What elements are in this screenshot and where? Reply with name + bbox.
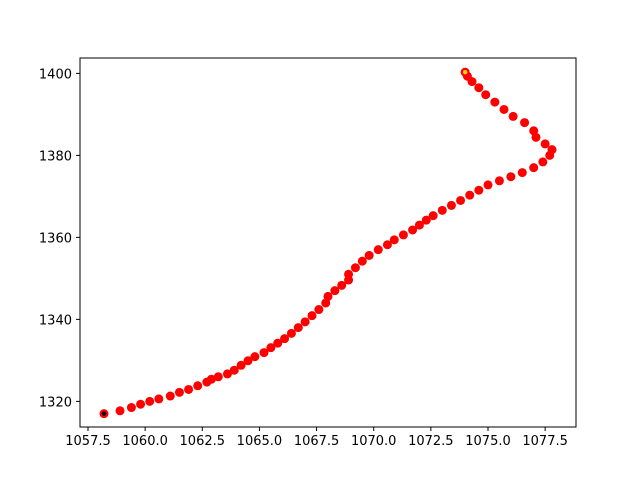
data-point [266,343,276,353]
data-point [206,374,216,384]
data-point [499,104,509,114]
data-point [293,323,303,333]
data-point [222,369,232,379]
data-point [364,250,374,260]
data-point [250,352,260,362]
x-tick-label: 1065.0 [237,434,283,449]
data-point [490,97,500,107]
data-point [243,356,253,366]
data-point [373,245,383,255]
y-tick-label: 1340 [39,313,72,328]
data-point [280,334,290,344]
x-tick-label: 1070.0 [351,434,397,449]
data-point [229,365,239,375]
data-point [547,145,557,155]
y-tick-label: 1380 [39,149,72,164]
end-point-marker [462,69,468,75]
y-tick-label: 1320 [39,395,72,410]
data-point [273,338,283,348]
data-point [474,83,484,93]
x-tick-label: 1067.5 [294,434,340,449]
data-point [520,118,530,128]
data-point [446,200,456,210]
data-point [389,235,399,245]
x-tick-label: 1062.5 [180,434,226,449]
y-tick-label: 1360 [39,231,72,246]
data-point [145,396,155,406]
y-tick-label: 1400 [39,67,72,82]
data-point [286,328,296,338]
data-point [184,384,194,394]
data-point [344,269,354,279]
data-point [330,286,340,296]
data-point [540,139,550,149]
data-point [314,305,324,315]
data-point [506,172,516,182]
data-point [236,360,246,370]
data-point [481,90,491,100]
data-point [259,348,269,358]
data-point [474,185,484,195]
data-point [529,163,539,173]
data-point [323,291,333,301]
data-point [126,403,136,413]
data-point [357,256,367,266]
data-point [437,205,447,215]
data-point [456,195,466,205]
x-tick-label: 1075.0 [465,434,511,449]
x-tick-label: 1072.5 [408,434,454,449]
data-point [494,176,504,186]
data-point [529,126,539,136]
data-point [350,263,360,273]
data-point [307,311,317,321]
data-point [193,381,203,391]
x-axis: 1057.5 1060.0 1062.5 1065.0 1067.5 1070.0 1072… [65,427,568,449]
endpoint-markers [101,69,468,416]
data-point [517,168,527,178]
start-point-marker [101,411,107,416]
axes-frame [79,57,577,428]
data-point [414,220,424,230]
data-point [382,240,392,250]
x-tick-label: 1057.5 [65,434,111,449]
data-point [213,372,223,382]
data-point [421,215,431,225]
data-point [115,406,125,416]
x-tick-label: 1077.5 [522,434,568,449]
data-point [136,399,146,409]
data-point [398,230,408,240]
data-point [174,387,184,397]
x-tick-label: 1060.0 [122,434,168,449]
data-points [99,67,557,419]
data-point [408,225,418,235]
data-point [428,211,438,221]
y-axis: 1320 1340 1360 1380 1400 [39,67,80,410]
data-point [538,157,548,167]
data-point [465,190,475,200]
data-point [300,317,310,327]
data-point [165,391,175,401]
data-point [154,394,164,404]
data-point [337,280,347,290]
data-point [508,111,518,121]
data-point [483,180,493,190]
